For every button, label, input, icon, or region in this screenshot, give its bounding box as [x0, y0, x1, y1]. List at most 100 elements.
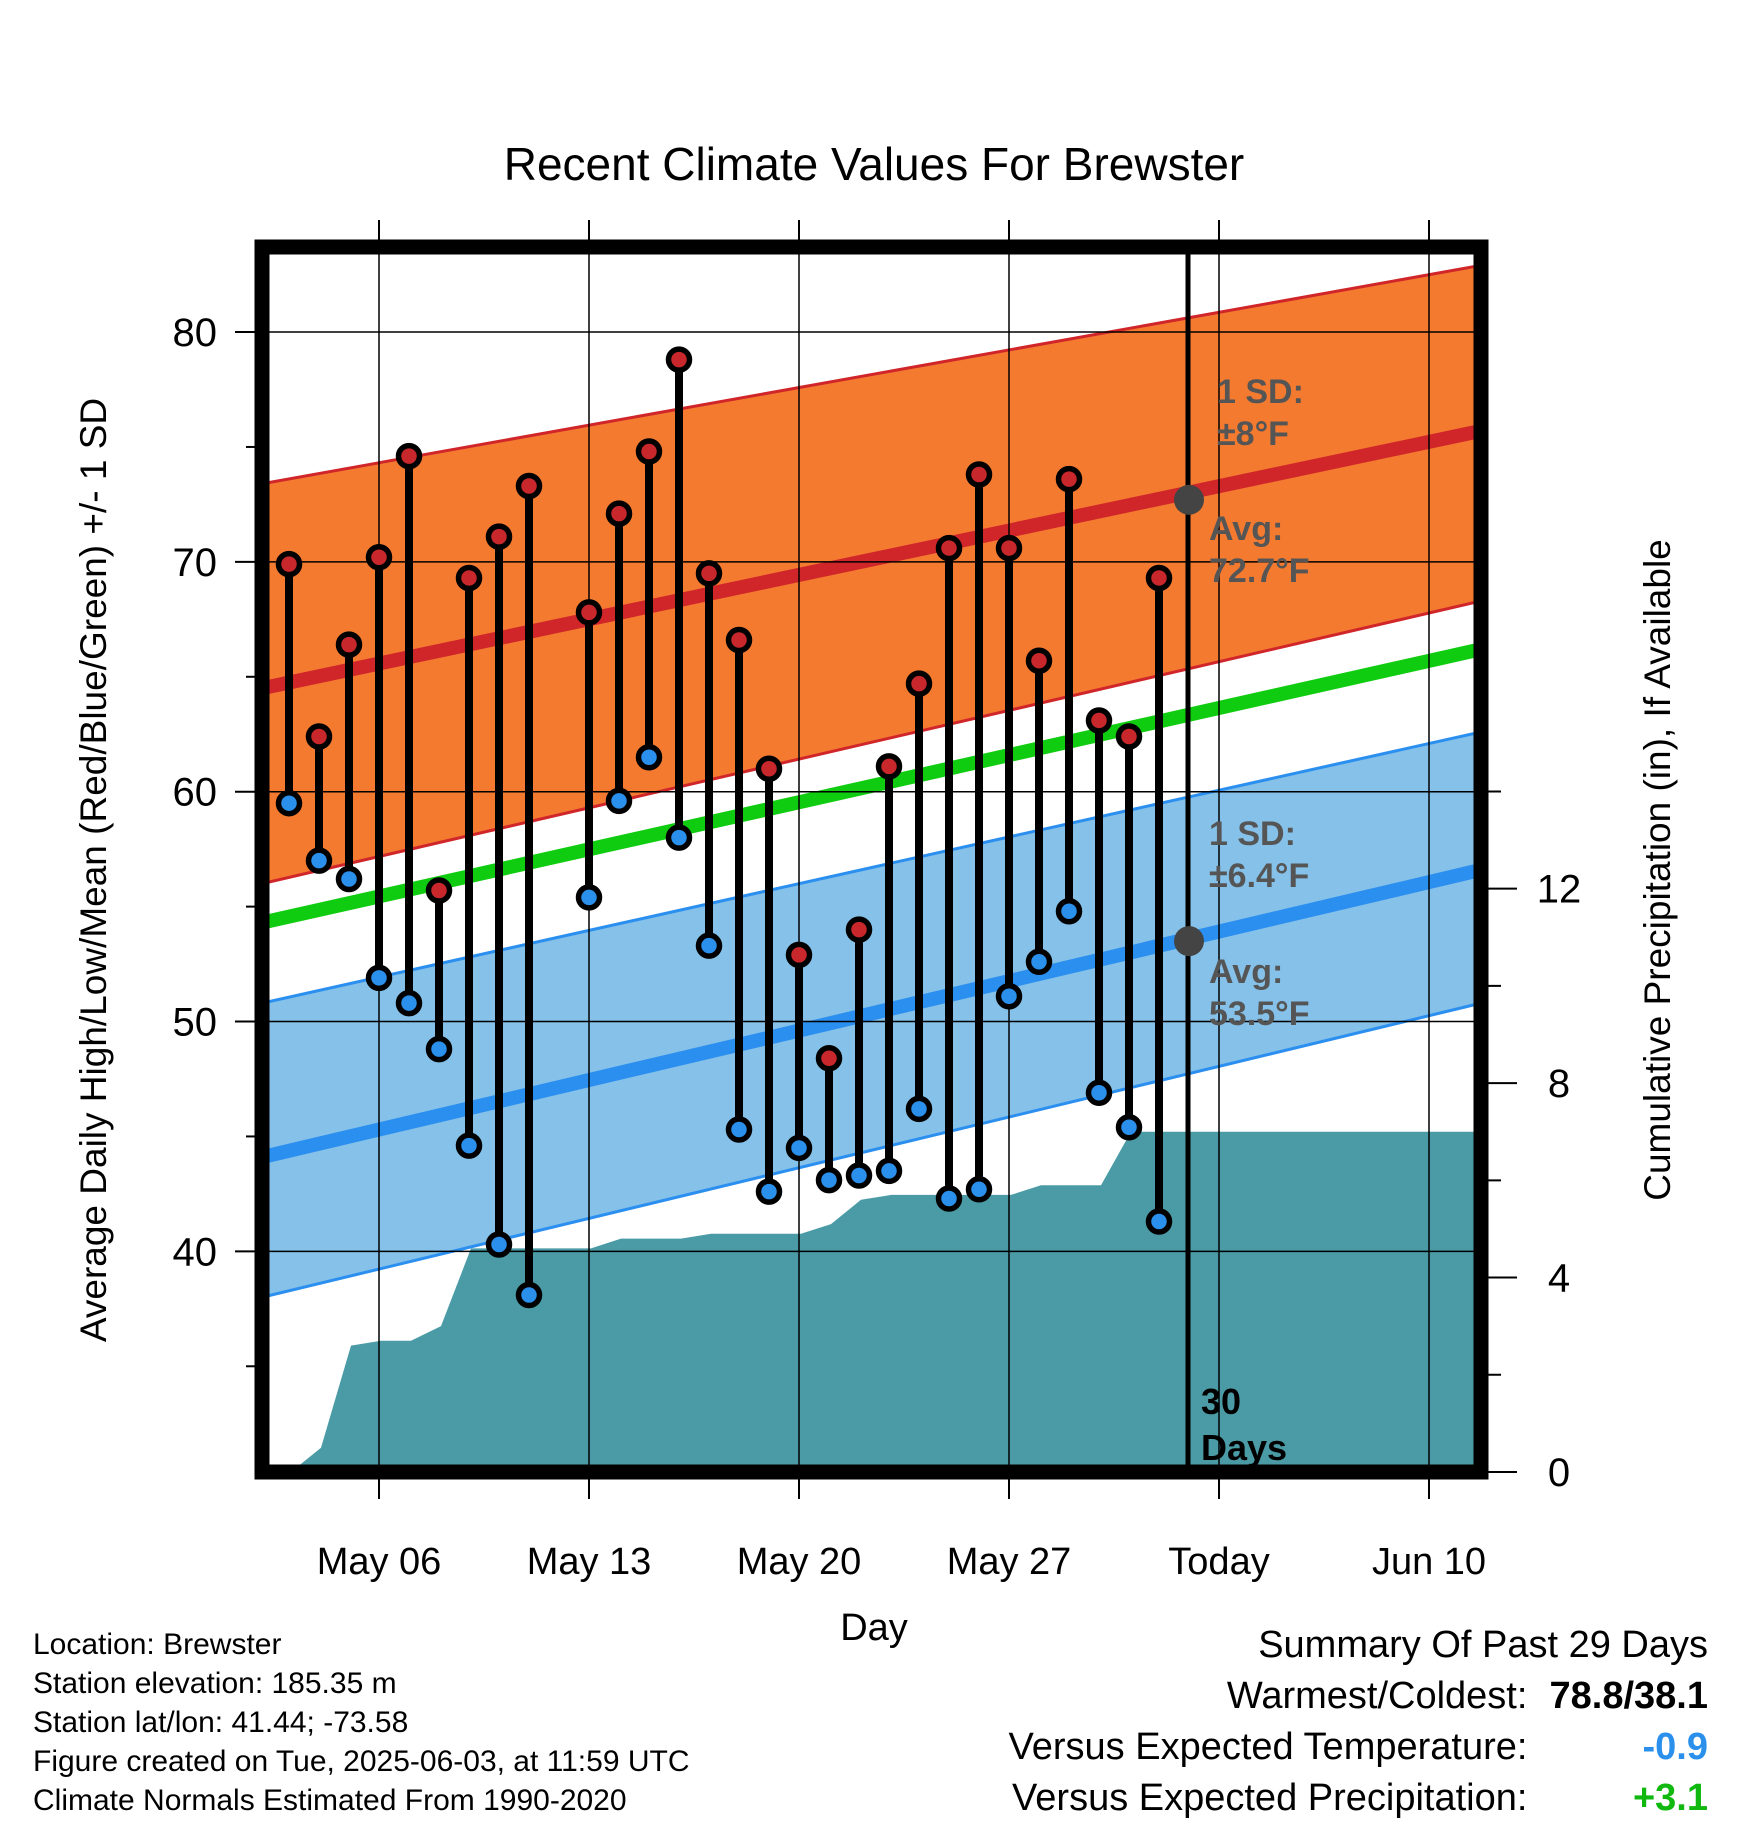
daily-high-point	[995, 534, 1023, 562]
plot-frame	[254, 239, 1489, 1480]
daily-low-point	[785, 1134, 813, 1162]
today-high-avg-marker	[1174, 484, 1204, 515]
daily-high-point	[275, 550, 303, 578]
x-tick-label: Today	[1168, 1541, 1269, 1583]
daily-high-point	[1115, 723, 1143, 750]
daily-high-point	[785, 941, 813, 969]
daily-high-point	[725, 626, 753, 654]
daily-high-point	[965, 461, 993, 488]
daily-high-point	[905, 670, 933, 697]
daily-low-point	[395, 989, 423, 1017]
daily-high-point	[935, 534, 963, 562]
daily-low-point	[455, 1132, 483, 1159]
y-right-tick-label: 4	[1548, 1257, 1570, 1301]
daily-low-point	[995, 982, 1023, 1010]
y-right-tick-label: 0	[1548, 1451, 1570, 1495]
daily-low-point	[1055, 897, 1083, 925]
x-tick-label: May 13	[527, 1541, 652, 1583]
summary-precip-row: Versus Expected Precipitation: +3.1	[1009, 1773, 1708, 1824]
daily-high-point	[1145, 564, 1173, 592]
normals-text: Climate Normals Estimated From 1990-2020	[33, 1784, 627, 1817]
low-sd-annotation: 1 SD: ±6.4°F	[1209, 815, 1309, 895]
daily-low-point	[875, 1157, 903, 1185]
summary-title: Summary Of Past 29 Days	[1258, 1624, 1708, 1666]
daily-high-point	[305, 723, 333, 750]
y-left-tick-label: 70	[173, 541, 218, 585]
daily-high-point	[605, 500, 633, 527]
daily-high-point	[1055, 465, 1083, 493]
daily-low-point	[725, 1116, 753, 1143]
high-sd-annotation: 1 SD: ±8°F	[1217, 373, 1304, 453]
x-tick-label: May 06	[317, 1541, 442, 1583]
daily-high-point	[875, 753, 903, 780]
daily-low-point	[665, 824, 693, 851]
daily-low-point	[1085, 1079, 1113, 1107]
y-right-tick-label: 8	[1548, 1062, 1570, 1106]
daily-high-point	[1025, 647, 1053, 674]
latlon-text: Station lat/lon: 41.44; -73.58	[33, 1706, 409, 1739]
daily-low-point	[425, 1035, 453, 1063]
y-axis-right-label: Cumulative Precipitation (in), If Availa…	[1637, 539, 1678, 1201]
today-low-avg-marker	[1174, 926, 1204, 957]
summary-panel: Summary Of Past 29 Days Warmest/Coldest:…	[1009, 1620, 1708, 1824]
daily-low-point	[365, 964, 393, 992]
high-avg-annotation: Avg: 72.7°F	[1209, 510, 1310, 590]
daily-high-point	[815, 1045, 843, 1072]
created-text: Figure created on Tue, 2025-06-03, at 11…	[33, 1745, 690, 1778]
y-left-tick-label: 40	[173, 1230, 218, 1274]
y-left-tick-label: 60	[173, 771, 218, 815]
location-text: Location: Brewster	[33, 1628, 282, 1661]
daily-low-point	[485, 1231, 513, 1258]
daily-low-point	[1115, 1114, 1143, 1141]
daily-low-point	[845, 1162, 873, 1189]
daily-low-point	[815, 1166, 843, 1194]
daily-high-point	[455, 564, 483, 592]
daily-low-point	[305, 847, 333, 874]
high-sd-band	[262, 265, 1481, 884]
daily-low-point	[935, 1185, 963, 1212]
precipitation-area	[269, 1131, 1481, 1472]
daily-high-point	[755, 755, 783, 782]
daily-low-point	[605, 787, 633, 815]
temp-label: Versus Expected Temperature:	[1008, 1726, 1528, 1768]
daily-high-point	[695, 560, 723, 587]
daily-low-point	[965, 1176, 993, 1203]
daily-high-point	[515, 472, 543, 500]
daily-high-point	[485, 523, 513, 550]
low-avg-annotation: Avg: 53.5°F	[1209, 953, 1310, 1033]
x-tick-label: May 20	[737, 1541, 862, 1583]
daily-high-point	[395, 442, 423, 470]
days-annotation: 30 Days	[1201, 1381, 1287, 1468]
summary-warm-cold-row: Warmest/Coldest: 78.8/38.1	[1009, 1671, 1708, 1722]
temp-value: -0.9	[1642, 1726, 1708, 1768]
x-axis-label: Day	[840, 1607, 908, 1649]
daily-high-point	[425, 877, 453, 904]
daily-low-point	[635, 743, 663, 771]
daily-high-point	[665, 346, 693, 373]
precip-label: Versus Expected Precipitation:	[1012, 1777, 1528, 1819]
y-left-tick-label: 50	[173, 1001, 218, 1045]
elevation-text: Station elevation: 185.35 m	[33, 1667, 397, 1700]
x-tick-label: Jun 10	[1372, 1541, 1486, 1583]
daily-low-point	[335, 865, 363, 893]
daily-high-point	[635, 438, 663, 465]
daily-low-point	[515, 1281, 543, 1309]
summary-temp-row: Versus Expected Temperature: -0.9	[1009, 1722, 1708, 1773]
daily-low-point	[755, 1178, 783, 1205]
y-left-tick-label: 80	[173, 311, 218, 355]
daily-low-point	[905, 1095, 933, 1123]
daily-low-point	[575, 884, 603, 911]
x-tick-label: May 27	[947, 1541, 1072, 1583]
daily-low-point	[1025, 948, 1053, 976]
warm-cold-label: Warmest/Coldest:	[1226, 1675, 1528, 1717]
daily-low-point	[695, 932, 723, 959]
low-sd-band-lower-edge	[262, 1001, 1481, 1299]
precip-value: +3.1	[1632, 1777, 1708, 1819]
daily-high-point	[365, 544, 393, 571]
high-sd-band-upper-edge	[262, 263, 1481, 486]
daily-low-point	[1145, 1208, 1173, 1235]
daily-high-point	[1085, 707, 1113, 734]
daily-high-point	[845, 916, 873, 943]
plot-area	[262, 247, 1481, 1472]
